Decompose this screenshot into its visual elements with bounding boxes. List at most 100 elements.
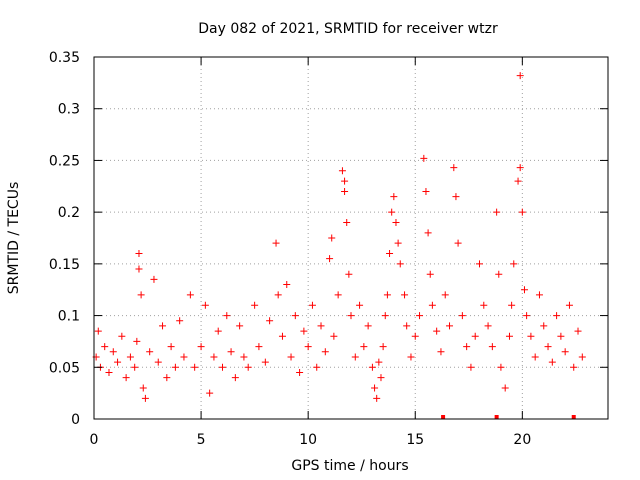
data-point [150,275,158,283]
x-axis-label: GPS time / hours [291,458,408,474]
data-point [424,229,432,237]
y-tick-label: 0.3 [58,102,80,118]
baseline-marker [494,415,499,419]
data-point [328,234,336,242]
x-tick-label: 10 [299,432,317,448]
data-point [345,270,353,278]
data-point [291,312,299,320]
data-point [388,208,396,216]
data-point [403,322,411,330]
data-point [141,394,149,402]
x-axis-ticks: 0 5 10 15 20 [90,57,531,448]
data-point [514,177,522,185]
data-point [191,363,199,371]
y-tick-label: 0.2 [58,205,80,221]
data-point [422,187,430,195]
data-point [392,218,400,226]
y-axis-ticks: 0 0.05 0.1 0.15 0.2 0.25 0.3 0.35 [49,50,608,428]
data-point [441,291,449,299]
data-point [210,353,218,361]
data-point [313,363,321,371]
data-point [364,322,372,330]
plot-frame [93,56,609,420]
y-tick-label: 0.05 [49,360,80,376]
y-tick-label: 0 [71,412,80,428]
data-point [531,353,539,361]
data-point [304,343,312,351]
data-point [578,353,586,361]
data-point [240,353,248,361]
data-point [510,260,518,268]
data-point [137,291,145,299]
data-point [446,322,454,330]
data-point [386,250,394,258]
data-point [463,343,471,351]
data-point [326,255,334,263]
baseline-marker [571,415,576,419]
y-tick-label: 0.15 [49,257,80,273]
data-point [516,164,524,172]
data-point [197,343,205,351]
data-point [296,368,304,376]
data-point [122,374,130,382]
data-point [135,250,143,258]
data-point [535,291,543,299]
data-point [426,270,434,278]
data-point [493,208,501,216]
data-point [351,353,359,361]
data-point [557,332,565,340]
data-point [109,348,117,356]
data-point [501,384,509,392]
data-point [300,327,308,335]
data-point [227,348,235,356]
data-point [497,363,505,371]
data-point [505,332,513,340]
data-point [467,363,475,371]
data-point [287,353,295,361]
data-point [396,260,404,268]
data-point [484,322,492,330]
data-point [114,358,122,366]
data-point [154,358,162,366]
data-point [488,343,496,351]
data-point [480,301,488,309]
data-point [341,187,349,195]
y-tick-label: 0.35 [49,50,80,66]
data-point [308,301,316,309]
data-points [92,72,586,402]
data-point [540,322,548,330]
y-axis-label: SRMTID / TECUs [6,182,22,295]
data-point [261,358,269,366]
data-point [523,312,531,320]
data-point [450,164,458,172]
x-tick-label: 0 [90,432,99,448]
data-point [159,322,167,330]
data-point [338,167,346,175]
data-point [94,327,102,335]
data-point [347,312,355,320]
data-point [416,312,424,320]
data-point [508,301,516,309]
data-point [255,343,263,351]
data-point [407,353,415,361]
data-point [126,353,134,361]
data-point [167,343,175,351]
data-point [251,301,259,309]
data-point [223,312,231,320]
data-point [570,363,578,371]
y-tick-label: 0.25 [49,153,80,169]
data-point [236,322,244,330]
data-point [516,72,524,80]
data-point [433,327,441,335]
data-point [180,353,188,361]
data-point [133,337,141,345]
data-point [565,301,573,309]
data-point [383,291,391,299]
data-point [278,332,286,340]
data-point [163,374,171,382]
data-point [201,301,209,309]
data-point [219,363,226,371]
data-point [458,312,466,320]
data-point [139,384,147,392]
data-point [146,348,154,356]
